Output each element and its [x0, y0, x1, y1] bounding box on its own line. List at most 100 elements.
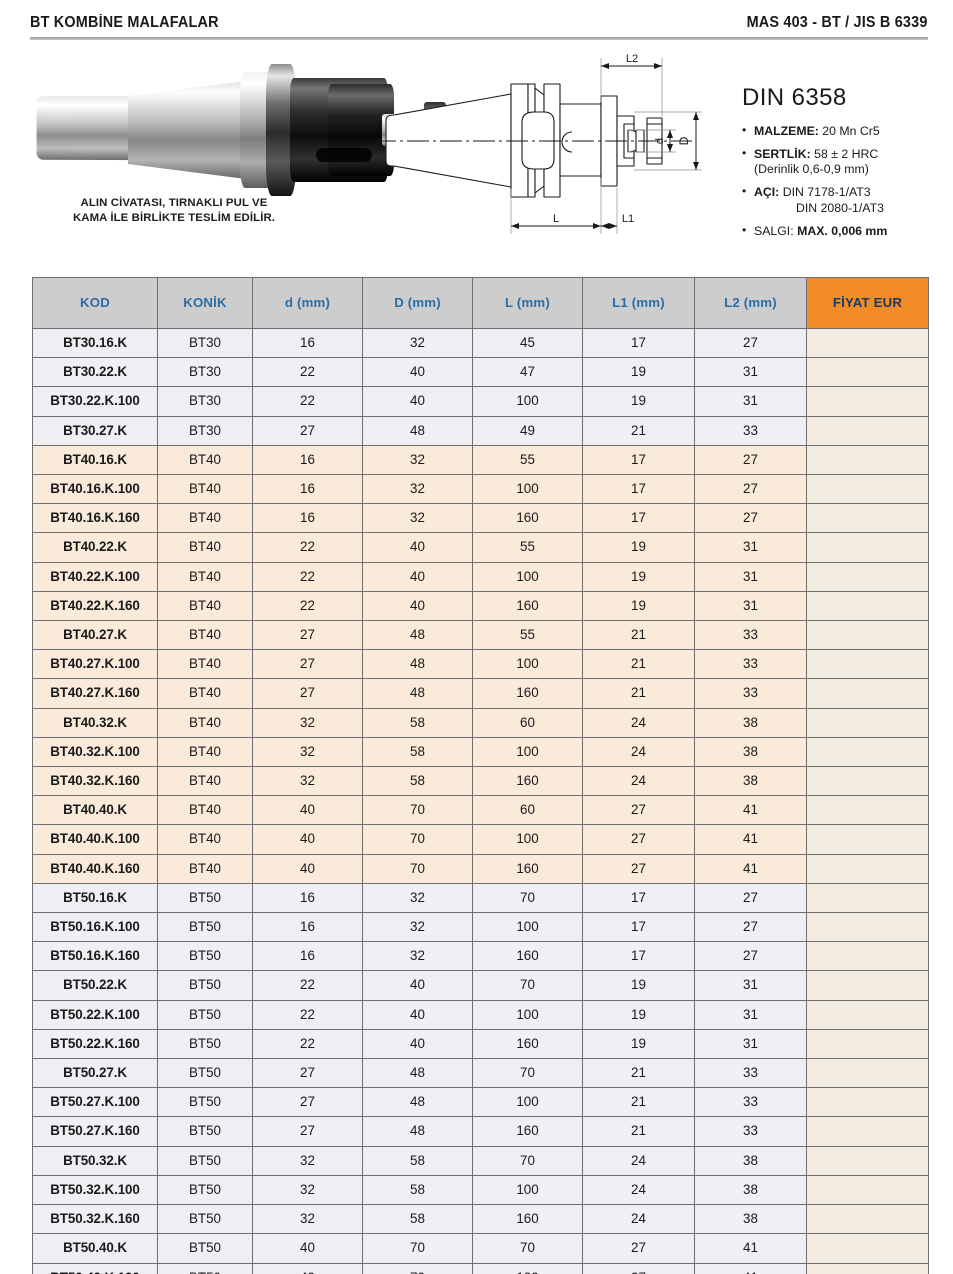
table-row[interactable]: BT40.22.K.100 BT40 22 40 100 19 31 — [32, 561, 929, 592]
table-row[interactable]: BT50.27.K.100 BT50 27 48 100 21 33 — [32, 1087, 929, 1118]
price-cell[interactable] — [806, 912, 929, 943]
price-cell[interactable] — [806, 357, 929, 388]
table-row[interactable]: BT40.16.K.160 BT40 16 32 160 17 27 — [32, 503, 929, 534]
product-code-cell: BT40.40.K — [32, 795, 158, 826]
price-cell[interactable] — [806, 620, 929, 651]
table-row[interactable]: BT50.22.K BT50 22 40 70 19 31 — [32, 970, 929, 1001]
price-cell[interactable] — [806, 386, 929, 417]
dimension-L2 — [601, 63, 662, 69]
product-table: KOD KONİK d (mm) D (mm) L (mm) L1 (mm) L… — [32, 277, 929, 1274]
table-row[interactable]: BT50.27.K BT50 27 48 70 21 33 — [32, 1058, 929, 1089]
dimension-L2-cell: 41 — [694, 1262, 807, 1274]
price-cell[interactable] — [806, 444, 929, 476]
price-cell[interactable] — [806, 1058, 929, 1089]
dimension-L1-cell: 21 — [582, 620, 695, 651]
product-code-cell: BT50.40.K.100 — [32, 1262, 158, 1274]
price-cell[interactable] — [806, 415, 929, 446]
dimension-d-cell: 22 — [252, 386, 363, 417]
price-cell[interactable] — [806, 882, 929, 914]
dimension-D-cell: 70 — [362, 1233, 473, 1264]
column-header-price[interactable]: FİYAT EUR — [806, 277, 929, 329]
price-cell[interactable] — [806, 590, 929, 622]
table-row[interactable]: BT30.16.K BT30 16 32 45 17 27 — [32, 327, 929, 359]
table-row[interactable]: BT30.22.K BT30 22 40 47 19 31 — [32, 357, 929, 388]
price-cell[interactable] — [806, 561, 929, 592]
product-code-cell: BT40.22.K — [32, 532, 158, 563]
dimension-D-cell: 70 — [362, 853, 473, 884]
table-row[interactable]: BT40.40.K.100 BT40 40 70 100 27 41 — [32, 824, 929, 855]
table-row[interactable]: BT40.32.K.160 BT40 32 58 160 24 38 — [32, 766, 929, 797]
column-header-L2[interactable]: L2 (mm) — [694, 277, 807, 329]
price-cell[interactable] — [806, 327, 929, 359]
table-row[interactable]: BT40.27.K BT40 27 48 55 21 33 — [32, 620, 929, 651]
table-row[interactable]: BT30.22.K.100 BT30 22 40 100 19 31 — [32, 386, 929, 417]
price-cell[interactable] — [806, 503, 929, 534]
column-header-L1[interactable]: L1 (mm) — [582, 277, 695, 329]
price-cell[interactable] — [806, 824, 929, 855]
table-row[interactable]: BT40.40.K.160 BT40 40 70 160 27 41 — [32, 853, 929, 884]
price-cell[interactable] — [806, 970, 929, 1001]
dimension-label-L: L — [553, 213, 559, 225]
standard-reference: MAS 403 - BT / JIS B 6339 — [747, 14, 928, 31]
table-row[interactable]: BT40.16.K.100 BT40 16 32 100 17 27 — [32, 474, 929, 505]
table-row[interactable]: BT50.16.K BT50 16 32 70 17 27 — [32, 882, 929, 914]
table-row[interactable]: BT30.27.K BT30 27 48 49 21 33 — [32, 415, 929, 446]
table-row[interactable]: BT40.27.K.100 BT40 27 48 100 21 33 — [32, 649, 929, 680]
price-cell[interactable] — [806, 1204, 929, 1235]
price-cell[interactable] — [806, 795, 929, 826]
price-cell[interactable] — [806, 941, 929, 972]
spec-label-material: MALZEME: — [754, 124, 819, 138]
page-header: BT KOMBİNE MALAFALAR MAS 403 - BT / JIS … — [30, 8, 928, 38]
price-cell[interactable] — [806, 707, 929, 738]
product-code-cell: BT40.40.K.100 — [32, 824, 158, 855]
table-row[interactable]: BT50.32.K.100 BT50 32 58 100 24 38 — [32, 1174, 929, 1206]
column-header-konik[interactable]: KONİK — [157, 277, 253, 329]
product-code-cell: BT50.22.K — [32, 970, 158, 1001]
price-cell[interactable] — [806, 649, 929, 680]
table-row[interactable]: BT40.27.K.160 BT40 27 48 160 21 33 — [32, 678, 929, 709]
column-header-L[interactable]: L (mm) — [472, 277, 583, 329]
page-title: BT KOMBİNE MALAFALAR — [30, 14, 219, 31]
table-row[interactable]: BT50.40.K.100BT5040701002741 — [32, 1262, 929, 1274]
price-cell[interactable] — [806, 853, 929, 884]
price-cell[interactable] — [806, 1174, 929, 1206]
table-row[interactable]: BT50.27.K.160 BT50 27 48 160 21 33 — [32, 1116, 929, 1147]
dimension-L2-cell: 27 — [694, 941, 807, 972]
table-row[interactable]: BT50.32.K BT50 32 58 70 24 38 — [32, 1145, 929, 1176]
dimension-label-L2: L2 — [626, 53, 638, 65]
price-cell[interactable] — [806, 1028, 929, 1060]
table-row[interactable]: BT40.16.K BT40 16 32 55 17 27 — [32, 444, 929, 476]
price-cell[interactable] — [806, 1145, 929, 1176]
table-row[interactable]: BT40.32.K BT40 32 58 60 24 38 — [32, 707, 929, 738]
column-header-D[interactable]: D (mm) — [362, 277, 473, 329]
price-cell[interactable] — [806, 1233, 929, 1264]
price-cell[interactable] — [806, 1262, 929, 1274]
price-cell[interactable] — [806, 1116, 929, 1147]
price-cell[interactable] — [806, 678, 929, 709]
price-cell[interactable] — [806, 736, 929, 768]
taper-cell: BT40 — [157, 561, 253, 592]
taper-cell: BT40 — [157, 503, 253, 534]
table-row[interactable]: BT40.22.K.160 BT40 22 40 160 19 31 — [32, 590, 929, 622]
price-cell[interactable] — [806, 1087, 929, 1118]
price-cell[interactable] — [806, 474, 929, 505]
table-row[interactable]: BT40.22.K BT40 22 40 55 19 31 — [32, 532, 929, 563]
dimension-D-cell: 70 — [362, 824, 473, 855]
column-header-kod[interactable]: KOD — [32, 277, 158, 329]
spec-value-hardness: 58 ± 2 HRC — [810, 146, 879, 161]
price-cell[interactable] — [806, 532, 929, 563]
product-code-cell: BT50.27.K.100 — [32, 1087, 158, 1118]
table-row[interactable]: BT50.22.K.160 BT50 22 40 160 19 31 — [32, 1028, 929, 1060]
table-row[interactable]: BT50.22.K.100 BT50 22 40 100 19 31 — [32, 999, 929, 1030]
table-row[interactable]: BT50.16.K.160 BT50 16 32 160 17 27 — [32, 941, 929, 972]
price-cell[interactable] — [806, 999, 929, 1030]
table-row[interactable]: BT50.40.K BT50 40 70 70 27 41 — [32, 1233, 929, 1264]
table-row[interactable]: BT50.16.K.100 BT50 16 32 100 17 27 — [32, 912, 929, 943]
column-header-d[interactable]: d (mm) — [252, 277, 363, 329]
table-row[interactable]: BT40.40.K BT40 40 70 60 27 41 — [32, 795, 929, 826]
table-row[interactable]: BT50.32.K.160 BT50 32 58 160 24 38 — [32, 1204, 929, 1235]
price-cell[interactable] — [806, 766, 929, 797]
spec-item-angle: AÇI: DIN 7178-1/AT3 DIN 2080-1/AT3 — [742, 184, 942, 216]
photo-taper — [128, 80, 254, 180]
table-row[interactable]: BT40.32.K.100 BT40 32 58 100 24 38 — [32, 736, 929, 768]
